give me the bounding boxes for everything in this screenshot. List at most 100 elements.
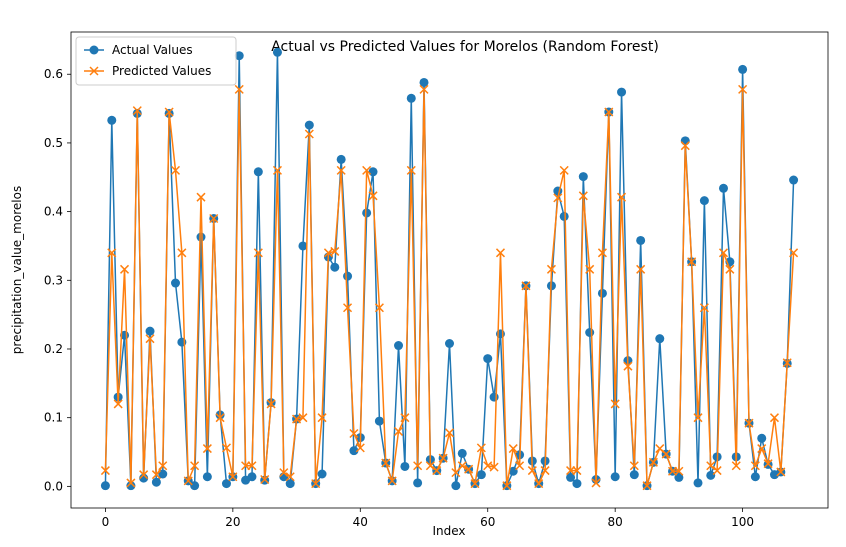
actual-point — [629, 470, 639, 480]
predicted-point — [693, 413, 703, 423]
actual-point — [368, 167, 378, 177]
predicted-point — [158, 461, 168, 471]
predicted-point — [750, 461, 760, 471]
x-tick-label: 40 — [353, 515, 368, 529]
predicted-point — [706, 461, 716, 471]
actual-point — [655, 334, 665, 344]
actual-point — [317, 469, 327, 479]
actual-point — [221, 479, 231, 489]
y-tick-label: 0.5 — [44, 136, 63, 150]
predicted-point — [699, 303, 709, 313]
actual-point — [718, 183, 728, 193]
predicted-point — [642, 481, 652, 491]
predicted-point — [578, 191, 588, 201]
predicted-point — [100, 466, 110, 476]
actual-point — [597, 288, 607, 298]
predicted-point — [597, 248, 607, 258]
actual-point — [330, 262, 340, 272]
actual-point — [750, 472, 760, 482]
actual-point — [107, 115, 117, 125]
series-predicted — [100, 84, 799, 491]
predicted-point — [470, 479, 480, 489]
actual-point — [304, 120, 314, 130]
predicted-point — [540, 466, 550, 476]
predicted-point — [489, 462, 499, 472]
predicted-point — [196, 192, 206, 202]
actual-point — [489, 392, 499, 402]
y-tick-label: 0.3 — [44, 273, 63, 287]
predicted-point — [776, 467, 786, 477]
actual-point — [343, 271, 353, 281]
actual-point — [298, 241, 308, 251]
x-axis: 0 20 40 60 80 100 — [102, 508, 754, 529]
actual-point — [693, 478, 703, 488]
predicted-point — [502, 481, 512, 491]
predicted-point — [349, 428, 359, 439]
actual-point — [413, 478, 423, 488]
predicted-point — [508, 444, 518, 454]
actual-point — [578, 172, 588, 182]
legend-actual-marker — [89, 45, 99, 55]
predicted-point — [763, 459, 773, 469]
predicted-point — [718, 248, 729, 258]
predicted-point — [132, 106, 142, 116]
predicted-point — [457, 461, 467, 471]
actual-point — [151, 477, 161, 487]
actual-point — [585, 328, 595, 338]
predicted-point — [221, 443, 232, 453]
predicted-point — [769, 413, 780, 423]
plot-area — [100, 47, 799, 491]
actual-point — [190, 481, 200, 491]
actual-point — [253, 167, 263, 177]
predicted-point — [374, 303, 384, 313]
predicted-point — [731, 461, 741, 471]
actual-point — [394, 341, 404, 351]
predicted-point — [419, 84, 429, 94]
predicted-point — [629, 461, 639, 471]
legend: Actual Values Predicted Values — [75, 36, 237, 86]
predicted-point — [177, 248, 187, 258]
predicted-point — [387, 476, 397, 486]
actual-point — [789, 175, 799, 185]
actual-point — [476, 470, 486, 480]
y-tick-label: 0.1 — [44, 411, 63, 425]
actual-point — [158, 469, 168, 479]
predicted-point — [438, 453, 448, 463]
predicted-point — [757, 444, 767, 454]
actual-point — [202, 472, 212, 482]
actual-point — [706, 470, 716, 480]
actual-point — [100, 481, 110, 491]
actual-point — [349, 446, 359, 456]
chart-title: Actual vs Predicted Values for Morelos (… — [271, 39, 659, 55]
actual-point — [247, 472, 257, 482]
y-tick-label: 0.0 — [44, 479, 63, 493]
predicted-point — [617, 192, 627, 202]
predicted-point — [381, 458, 391, 468]
predicted-point — [209, 213, 219, 224]
y-axis-label: precipitation_value_morelos — [10, 186, 24, 354]
actual-point — [285, 479, 295, 489]
predicted-point — [253, 248, 263, 258]
predicted-point — [202, 444, 212, 454]
actual-point — [699, 196, 709, 206]
predicted-point — [355, 443, 365, 453]
y-axis: 0.0 0.1 0.2 0.3 0.4 0.5 0.6 — [44, 67, 71, 493]
predicted-point — [432, 466, 442, 476]
actual-point — [362, 208, 372, 218]
y-tick-label: 0.2 — [44, 342, 63, 356]
actual-point — [419, 77, 429, 87]
actual-point — [406, 93, 416, 103]
actual-point — [738, 64, 748, 74]
predicted-point — [527, 466, 537, 476]
actual-point — [757, 433, 767, 443]
predicted-point — [362, 165, 372, 175]
actual-point — [234, 51, 244, 61]
predicted-point — [119, 264, 130, 274]
x-tick-label: 100 — [731, 515, 754, 529]
predicted-point — [744, 418, 754, 428]
predicted-point — [687, 257, 697, 267]
predicted-point — [425, 461, 435, 471]
predicted-point — [413, 461, 423, 471]
predicted-point — [406, 165, 416, 175]
predicted-point — [330, 246, 340, 256]
